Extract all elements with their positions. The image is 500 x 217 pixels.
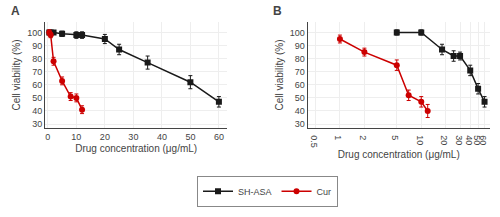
svg-text:5: 5 xyxy=(390,135,400,140)
svg-text:100: 100 xyxy=(290,28,305,38)
svg-text:20: 20 xyxy=(100,132,110,142)
svg-text:20: 20 xyxy=(439,135,449,145)
svg-text:70: 70 xyxy=(32,67,42,77)
svg-text:40: 40 xyxy=(32,106,42,116)
svg-text:10: 10 xyxy=(415,135,425,145)
svg-text:60: 60 xyxy=(32,80,42,90)
svg-text:0.5: 0.5 xyxy=(309,135,319,148)
svg-text:Drug concentration (μg/mL): Drug concentration (μg/mL) xyxy=(338,149,460,160)
svg-text:1: 1 xyxy=(333,135,343,140)
svg-text:10: 10 xyxy=(71,132,81,142)
svg-text:40: 40 xyxy=(464,135,474,145)
svg-text:30: 30 xyxy=(32,119,42,129)
svg-text:40: 40 xyxy=(295,106,305,116)
svg-text:100: 100 xyxy=(27,28,42,38)
svg-text:50: 50 xyxy=(472,135,482,145)
svg-text:Cur: Cur xyxy=(317,187,332,197)
svg-text:0: 0 xyxy=(45,132,50,142)
svg-text:30: 30 xyxy=(295,119,305,129)
svg-text:2: 2 xyxy=(358,135,368,140)
svg-text:Cell viability (%): Cell viability (%) xyxy=(274,39,285,110)
svg-text:Cell viability (%): Cell viability (%) xyxy=(11,39,22,110)
svg-text:90: 90 xyxy=(295,41,305,51)
svg-text:70: 70 xyxy=(295,67,305,77)
svg-text:50: 50 xyxy=(185,132,195,142)
svg-text:90: 90 xyxy=(32,41,42,51)
svg-text:40: 40 xyxy=(157,132,167,142)
svg-text:B: B xyxy=(273,4,282,18)
svg-text:60: 60 xyxy=(214,132,224,142)
svg-text:A: A xyxy=(11,4,20,18)
svg-text:80: 80 xyxy=(295,54,305,64)
svg-text:50: 50 xyxy=(295,93,305,103)
svg-text:80: 80 xyxy=(32,54,42,64)
svg-text:SH-ASA: SH-ASA xyxy=(238,187,272,197)
svg-text:60: 60 xyxy=(478,135,488,145)
svg-text:30: 30 xyxy=(454,135,464,145)
svg-text:30: 30 xyxy=(128,132,138,142)
svg-text:50: 50 xyxy=(32,93,42,103)
svg-text:Drug concentration (μg/mL): Drug concentration (μg/mL) xyxy=(75,143,197,154)
svg-text:60: 60 xyxy=(295,80,305,90)
